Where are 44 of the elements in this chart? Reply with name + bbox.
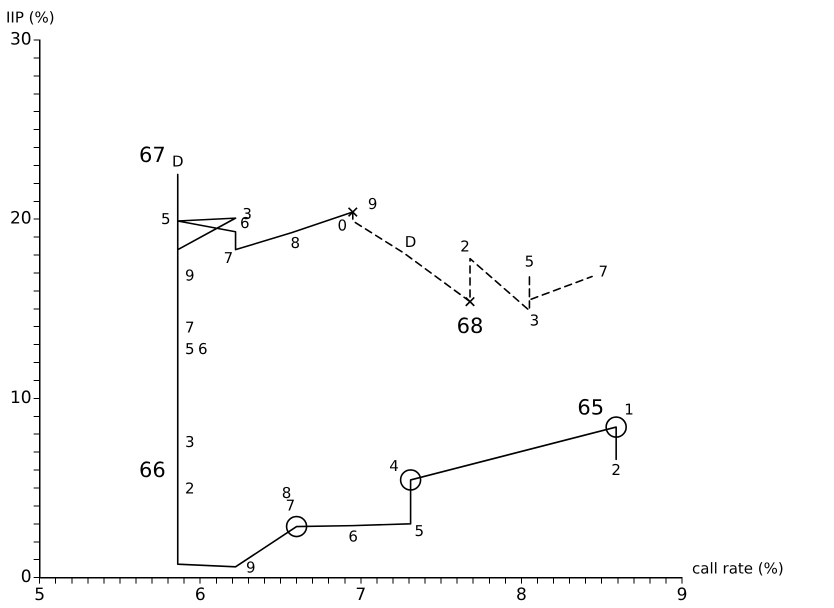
annotation: D (172, 152, 184, 170)
annotation: 67 (139, 142, 166, 167)
point (605, 416, 627, 438)
y-tick-label: 20 (10, 208, 32, 229)
annotation: 9 (184, 266, 195, 284)
annotation: 8 (282, 484, 292, 502)
annotation: 5 (414, 522, 424, 540)
annotation: 9 (246, 558, 256, 576)
annotation: 4 (389, 456, 399, 475)
annotation: 2 (460, 238, 470, 256)
annotation: 3 (530, 311, 540, 330)
point (464, 296, 476, 307)
annotation: 5 (160, 210, 171, 228)
annotation: 6 (348, 528, 358, 546)
annotation: 8 (290, 234, 300, 252)
annotation: 65 (577, 396, 604, 420)
annotation: 2 (611, 461, 621, 480)
annotation: 3 (184, 433, 195, 452)
x-tick-label: 9 (676, 585, 688, 606)
point (348, 206, 358, 218)
annotation: 7 (598, 262, 608, 280)
y-axis-title: IIP (%) (6, 8, 55, 26)
y-tick-label: 0 (20, 567, 32, 588)
annotation: 68 (456, 314, 484, 338)
x-tick-label: 8 (516, 585, 527, 606)
annotation: 7 (184, 318, 195, 336)
point (400, 469, 422, 491)
x-tick-label: 5 (34, 585, 46, 606)
x-tick-label: 6 (194, 585, 206, 606)
annotation: 0 (338, 216, 348, 235)
annotation: 9 (368, 195, 378, 214)
annotation: 2 (184, 480, 195, 498)
annotation: 5 (184, 340, 195, 358)
annotation: D (404, 232, 416, 251)
annotation: 5 (524, 252, 534, 271)
x-axis-title: call rate (%) (692, 559, 784, 578)
annotation: 66 (139, 458, 166, 482)
annotation: 1 (624, 400, 634, 418)
x-tick-label: 7 (355, 585, 366, 606)
point (286, 516, 308, 538)
y-tick-label: 30 (10, 29, 32, 50)
y-tick-label: 10 (10, 388, 32, 408)
annotation: 7 (224, 249, 234, 268)
annotation: 6 (198, 340, 208, 358)
